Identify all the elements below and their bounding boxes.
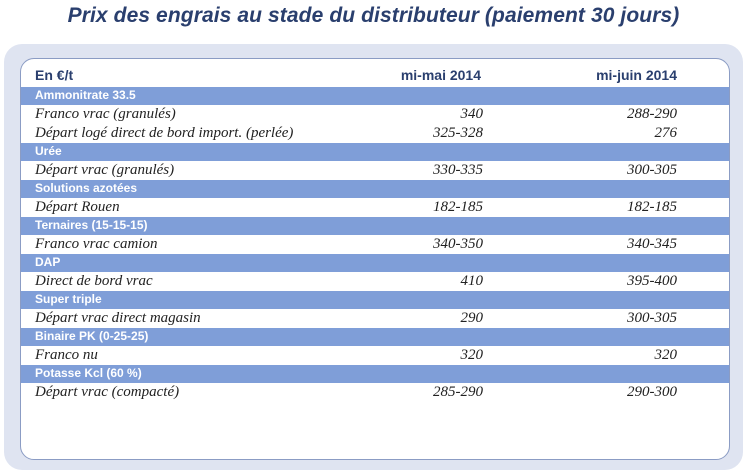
category-row: Urée xyxy=(21,143,729,161)
table-header: En €/t mi-mai 2014 mi-juin 2014 xyxy=(21,59,729,87)
price-mid-june: 182-185 xyxy=(627,199,677,215)
category-row: Ternaires (15-15-15) xyxy=(21,217,729,235)
price-mid-june: 288-290 xyxy=(627,106,677,122)
table-body: Ammonitrate 33.5 Franco vrac (granulés) … xyxy=(21,87,729,402)
category-label: Ammonitrate 33.5 xyxy=(35,88,136,102)
table-row: Franco vrac (granulés) 340 288-290 xyxy=(21,105,729,124)
price-mid-june: 300-305 xyxy=(627,162,677,178)
price-mid-may: 320 xyxy=(460,347,484,363)
category-row: DAP xyxy=(21,254,729,272)
header-unit: En €/t xyxy=(35,67,74,83)
table-row: Départ Rouen 182-185 182-185 xyxy=(21,198,729,217)
row-label: Départ Rouen xyxy=(35,199,120,215)
category-label: Binaire PK (0-25-25) xyxy=(35,329,149,343)
table-row: Franco nu 320 320 xyxy=(21,346,729,365)
category-row: Binaire PK (0-25-25) xyxy=(21,328,729,346)
row-label: Départ vrac direct magasin xyxy=(35,310,201,326)
price-mid-may: 330-335 xyxy=(433,162,483,178)
table-row: Départ logé direct de bord import. (perl… xyxy=(21,124,729,143)
row-label: Départ vrac (granulés) xyxy=(35,162,175,178)
category-label: Ternaires (15-15-15) xyxy=(35,218,148,232)
header-mid-june: mi-juin 2014 xyxy=(596,67,677,83)
row-label: Franco nu xyxy=(35,347,98,363)
price-mid-may: 182-185 xyxy=(433,199,483,215)
category-row: Potasse Kcl (60 %) xyxy=(21,365,729,383)
category-row: Ammonitrate 33.5 xyxy=(21,87,729,105)
price-mid-june: 320 xyxy=(654,347,678,363)
price-mid-june: 300-305 xyxy=(627,310,677,326)
price-mid-june: 290-300 xyxy=(627,384,677,400)
table-row: Direct de bord vrac 410 395-400 xyxy=(21,272,729,291)
price-mid-june: 395-400 xyxy=(627,273,677,289)
price-mid-may: 290 xyxy=(460,310,484,326)
price-mid-may: 325-328 xyxy=(433,125,483,141)
page-title: Prix des engrais au stade du distributeu… xyxy=(67,4,680,27)
category-label: DAP xyxy=(35,255,61,269)
table-row: Départ vrac (compacté) 285-290 290-300 xyxy=(21,383,729,402)
table-row: Départ vrac direct magasin 290 300-305 xyxy=(21,309,729,328)
category-label: Super triple xyxy=(35,292,102,306)
price-mid-may: 340 xyxy=(460,106,484,122)
header-mid-may: mi-mai 2014 xyxy=(400,67,481,83)
table-row: Franco vrac camion 340-350 340-345 xyxy=(21,235,729,254)
category-row: Super triple xyxy=(21,291,729,309)
price-table: En €/t mi-mai 2014 mi-juin 2014 Ammonitr… xyxy=(20,58,730,460)
category-label: Potasse Kcl (60 %) xyxy=(35,366,142,380)
price-mid-may: 340-350 xyxy=(433,236,483,252)
table-panel: En €/t mi-mai 2014 mi-juin 2014 Ammonitr… xyxy=(4,44,743,470)
category-label: Solutions azotées xyxy=(35,181,138,195)
price-mid-may: 410 xyxy=(460,273,484,289)
category-label: Urée xyxy=(35,144,62,158)
table-row: Départ vrac (granulés) 330-335 300-305 xyxy=(21,161,729,180)
price-mid-june: 276 xyxy=(654,125,678,141)
row-label: Départ logé direct de bord import. (perl… xyxy=(35,125,294,141)
price-mid-june: 340-345 xyxy=(627,236,677,252)
row-label: Départ vrac (compacté) xyxy=(35,384,180,400)
price-mid-may: 285-290 xyxy=(433,384,483,400)
row-label: Franco vrac (granulés) xyxy=(35,106,176,122)
row-label: Franco vrac camion xyxy=(35,236,158,252)
category-row: Solutions azotées xyxy=(21,180,729,198)
row-label: Direct de bord vrac xyxy=(35,273,153,289)
